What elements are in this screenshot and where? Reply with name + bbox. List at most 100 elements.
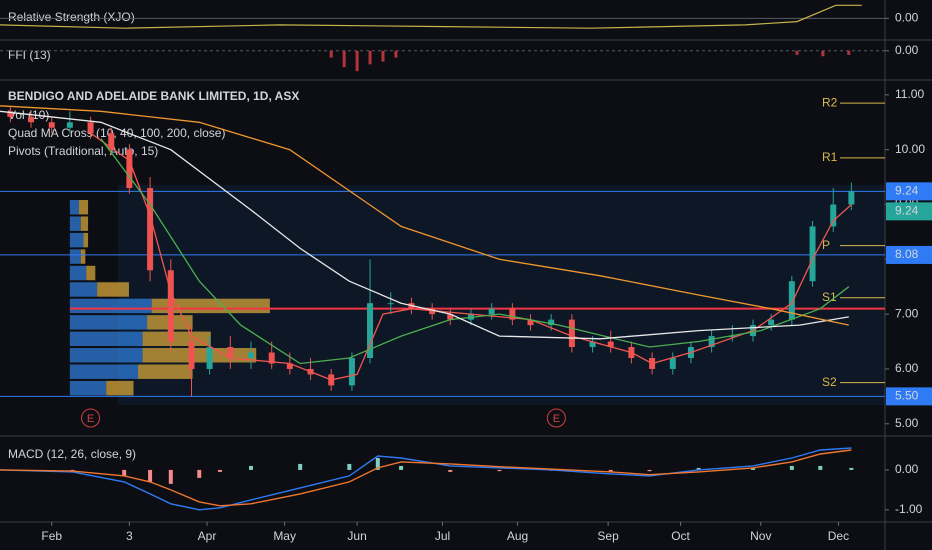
candle-body bbox=[348, 357, 355, 386]
level-box bbox=[886, 387, 932, 406]
macd-hist bbox=[696, 467, 701, 470]
profile-down bbox=[80, 216, 89, 231]
macd-hist bbox=[647, 469, 652, 472]
histogram-bar bbox=[342, 50, 346, 68]
macd-hist bbox=[751, 467, 756, 470]
x-tick-label: Aug bbox=[507, 529, 528, 543]
x-tick-label: Nov bbox=[750, 529, 771, 543]
profile-up bbox=[69, 232, 84, 248]
y-tick-label: -1.00 bbox=[895, 502, 923, 516]
indicator-label: Quad MA Cross (10, 40, 100, 200, close) bbox=[8, 126, 225, 140]
candle-body bbox=[768, 319, 775, 326]
macd-hist bbox=[249, 465, 254, 470]
pane-title: MACD (12, 26, close, 9) bbox=[8, 447, 136, 461]
candle-body bbox=[126, 149, 133, 189]
profile-up bbox=[69, 298, 152, 314]
macd-hist bbox=[70, 469, 75, 471]
x-tick-label: Apr bbox=[198, 529, 217, 543]
indicator-label: Pivots (Traditional, Auto, 15) bbox=[8, 144, 158, 158]
candle-body bbox=[488, 308, 495, 315]
candle-body bbox=[527, 319, 534, 326]
y-tick-label: 0.00 bbox=[895, 43, 919, 57]
chart-title: BENDIGO AND ADELAIDE BANK LIMITED, 1D, A… bbox=[8, 89, 299, 103]
event-marker bbox=[81, 408, 101, 428]
pivot-label: R2 bbox=[822, 95, 838, 109]
indicator-label: Vol (10) bbox=[8, 108, 49, 122]
line-series bbox=[0, 105, 849, 326]
profile-down bbox=[106, 380, 134, 396]
candle-body bbox=[568, 319, 575, 348]
candle-body bbox=[367, 303, 374, 358]
profile-down bbox=[97, 282, 129, 297]
macd-hist bbox=[298, 463, 303, 470]
candle-body bbox=[248, 352, 255, 358]
profile-up bbox=[69, 200, 79, 215]
candle-body bbox=[809, 226, 816, 282]
profile-down bbox=[86, 265, 96, 281]
macd-hist bbox=[818, 465, 823, 470]
candle-body bbox=[548, 319, 555, 326]
candle-body bbox=[387, 303, 394, 305]
candle-body bbox=[509, 308, 516, 320]
candle-body bbox=[286, 363, 293, 369]
level-label: 8.08 bbox=[895, 247, 919, 261]
candle-body bbox=[729, 336, 736, 338]
x-tick-label: Dec bbox=[828, 529, 849, 543]
x-tick-label: Sep bbox=[597, 529, 619, 543]
y-tick-label: 5.00 bbox=[895, 416, 919, 430]
line-series bbox=[100, 138, 850, 365]
candle-body bbox=[848, 191, 855, 205]
pivot-label: S2 bbox=[822, 375, 837, 389]
profile-down bbox=[138, 364, 193, 379]
profile-up bbox=[69, 315, 148, 330]
histogram-bar bbox=[847, 50, 851, 55]
profile-down bbox=[80, 249, 86, 264]
candle-body bbox=[188, 341, 195, 369]
candle-body bbox=[167, 270, 174, 342]
macd-hist bbox=[375, 457, 380, 470]
last-price-label: 9.24 bbox=[895, 204, 919, 218]
y-tick-label: 7.00 bbox=[895, 306, 919, 320]
x-tick-label: 3 bbox=[126, 529, 133, 543]
candle-body bbox=[206, 347, 213, 369]
histogram-bar bbox=[329, 50, 333, 58]
candle-body bbox=[708, 336, 715, 348]
line-series bbox=[90, 132, 852, 381]
profile-up bbox=[69, 380, 107, 396]
pivot-label: P bbox=[822, 238, 830, 252]
histogram-bar bbox=[795, 50, 799, 55]
profile-up bbox=[69, 282, 98, 297]
candle-body bbox=[7, 111, 14, 117]
macd-hist bbox=[608, 469, 613, 472]
y-tick-label: 10.00 bbox=[895, 142, 925, 156]
event-label: E bbox=[553, 413, 560, 425]
histogram-bar bbox=[394, 50, 398, 58]
profile-up bbox=[69, 348, 143, 363]
level-label: 9.24 bbox=[895, 184, 919, 198]
candle-body bbox=[48, 122, 55, 128]
candle-body bbox=[830, 204, 837, 227]
candle-body bbox=[28, 116, 35, 123]
profile-down bbox=[142, 331, 211, 347]
histogram-bar bbox=[355, 50, 359, 72]
macd-hist bbox=[849, 467, 854, 470]
macd-hist bbox=[148, 469, 153, 482]
histogram-bar bbox=[368, 50, 372, 65]
candle-body bbox=[108, 133, 115, 150]
pane-title: Relative Strength (XJO) bbox=[8, 10, 135, 24]
y-tick-label: 0.00 bbox=[895, 11, 919, 25]
macd-hist bbox=[497, 469, 502, 472]
profile-up bbox=[69, 216, 81, 231]
profile-up bbox=[69, 249, 81, 264]
candle-body bbox=[788, 281, 795, 320]
profile-down bbox=[78, 200, 89, 215]
y-tick-label: 6.00 bbox=[895, 361, 919, 375]
candle-body bbox=[429, 308, 436, 315]
x-tick-label: Jun bbox=[347, 529, 366, 543]
candle-body bbox=[589, 341, 596, 348]
pivot-label: S1 bbox=[822, 290, 837, 304]
histogram-bar bbox=[381, 50, 385, 62]
macd-hist bbox=[789, 465, 794, 470]
histogram-bar bbox=[821, 50, 825, 57]
